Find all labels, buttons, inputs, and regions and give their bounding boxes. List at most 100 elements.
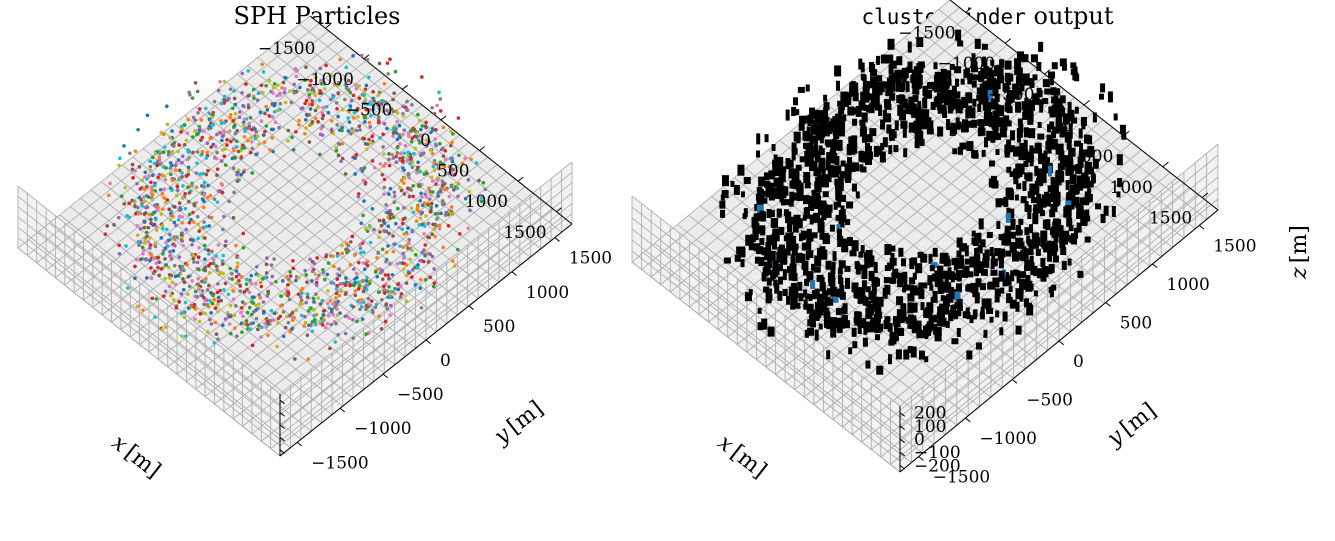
particle-marker bbox=[195, 161, 199, 165]
particle-marker bbox=[172, 237, 177, 241]
cluster-marker bbox=[821, 209, 827, 221]
cluster-marker bbox=[1041, 266, 1049, 278]
particle-marker bbox=[338, 57, 342, 62]
particle-marker bbox=[256, 91, 261, 96]
cluster-marker bbox=[1063, 234, 1069, 245]
cluster-marker bbox=[1038, 202, 1044, 211]
particle-marker bbox=[216, 243, 221, 247]
cluster-marker bbox=[823, 94, 828, 102]
particle-marker bbox=[468, 208, 472, 213]
gridline bbox=[195, 106, 458, 316]
particle-marker bbox=[245, 323, 250, 327]
particle-marker bbox=[361, 289, 366, 294]
particle-marker bbox=[334, 148, 339, 153]
particle-marker bbox=[441, 154, 446, 158]
cluster-marker bbox=[1019, 142, 1025, 153]
particle-marker bbox=[239, 321, 244, 326]
particle-marker bbox=[313, 272, 318, 276]
particle-marker bbox=[339, 159, 343, 164]
particle-marker bbox=[303, 314, 307, 319]
particle-marker bbox=[285, 274, 289, 279]
particle-marker bbox=[436, 194, 440, 198]
particle-marker bbox=[148, 258, 152, 263]
particle-marker bbox=[334, 145, 339, 150]
particle-marker bbox=[172, 144, 176, 148]
particle-marker bbox=[312, 313, 316, 318]
particle-marker bbox=[328, 346, 332, 351]
cluster-marker bbox=[922, 97, 928, 109]
particle-marker bbox=[219, 159, 224, 163]
cluster-marker bbox=[817, 185, 822, 193]
particle-marker bbox=[309, 306, 313, 311]
cluster-marker bbox=[988, 116, 994, 128]
particle-marker bbox=[382, 221, 387, 225]
particle-marker bbox=[362, 199, 366, 203]
particle-marker bbox=[260, 62, 264, 67]
cluster-marker bbox=[1068, 123, 1073, 134]
cluster-marker bbox=[954, 66, 962, 74]
cluster-marker bbox=[811, 145, 819, 152]
particle-marker bbox=[398, 142, 402, 146]
particle-marker bbox=[352, 110, 357, 115]
particle-marker bbox=[220, 138, 224, 143]
x-tick-mark bbox=[1201, 192, 1209, 199]
cluster-marker bbox=[1010, 270, 1015, 282]
particle-marker bbox=[163, 276, 167, 281]
particle-marker bbox=[325, 272, 330, 277]
cluster-marker bbox=[1053, 95, 1059, 106]
particle-marker bbox=[427, 139, 432, 144]
cluster-marker bbox=[779, 193, 784, 203]
cluster-marker bbox=[860, 245, 865, 254]
cluster-marker bbox=[1054, 88, 1061, 96]
y-tick-label: 0 bbox=[1073, 352, 1084, 372]
particle-marker bbox=[316, 120, 320, 124]
cluster-marker bbox=[839, 291, 846, 300]
particle-marker bbox=[380, 172, 385, 177]
cluster-marker bbox=[819, 230, 825, 240]
cluster-marker bbox=[969, 315, 974, 324]
particle-marker bbox=[207, 126, 211, 131]
cluster-marker bbox=[844, 163, 852, 174]
particle-marker bbox=[278, 93, 282, 97]
particle-marker bbox=[222, 130, 227, 134]
particle-marker bbox=[366, 102, 370, 106]
particle-marker bbox=[150, 212, 155, 216]
cluster-marker bbox=[861, 75, 867, 82]
particle-marker bbox=[150, 296, 155, 301]
particle-marker bbox=[438, 97, 443, 101]
particle-marker bbox=[237, 272, 241, 277]
particle-marker bbox=[443, 187, 448, 192]
particle-marker bbox=[146, 240, 151, 244]
cluster-marker bbox=[940, 295, 945, 302]
particle-marker bbox=[190, 242, 194, 247]
cluster-marker bbox=[816, 251, 823, 259]
cluster-marker bbox=[836, 224, 841, 233]
cluster-marker bbox=[998, 270, 1005, 282]
particle-marker bbox=[436, 166, 441, 171]
particle-marker bbox=[204, 172, 209, 177]
particle-marker bbox=[191, 210, 195, 215]
cluster-marker bbox=[865, 360, 871, 369]
particle-marker bbox=[323, 277, 327, 282]
particle-marker bbox=[310, 278, 314, 283]
cluster-marker bbox=[1068, 225, 1074, 232]
particle-marker bbox=[197, 267, 201, 272]
particle-marker bbox=[321, 313, 326, 317]
cluster-marker bbox=[831, 261, 836, 269]
gridline bbox=[270, 216, 563, 449]
cluster-marker bbox=[803, 267, 808, 276]
cluster-marker bbox=[845, 219, 851, 226]
cluster-marker bbox=[888, 145, 893, 155]
particle-marker bbox=[305, 113, 310, 118]
particle-marker bbox=[437, 90, 441, 95]
particle-marker bbox=[310, 91, 315, 95]
cluster-marker bbox=[1022, 180, 1027, 191]
cluster-marker bbox=[1024, 227, 1030, 236]
particle-marker bbox=[306, 88, 310, 92]
cluster-marker bbox=[1036, 198, 1044, 207]
particle-marker bbox=[376, 251, 380, 255]
cluster-marker bbox=[1066, 160, 1074, 169]
particle-marker bbox=[154, 217, 158, 222]
particle-marker bbox=[355, 319, 359, 324]
cluster-marker bbox=[894, 120, 899, 131]
